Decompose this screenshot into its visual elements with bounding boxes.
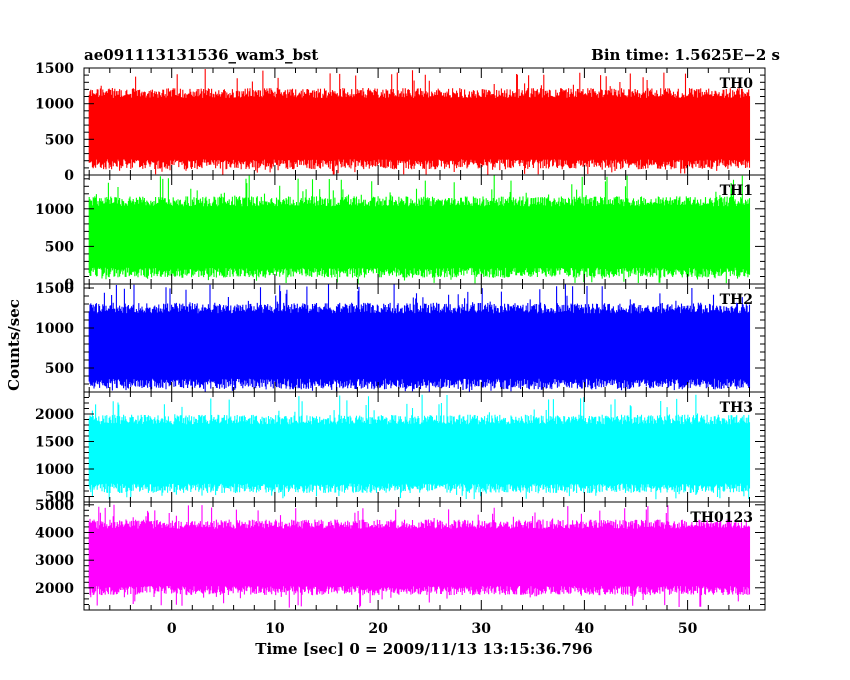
panel-th0123-y-tick-label: 3000 [35,553,74,569]
panel-th1-y-tick-label: 0 [64,277,74,293]
panel-th3-y-tick-label: 2000 [35,407,74,423]
panel-th2-x-ticks [88,284,750,392]
panel-th0-y-tick-label: 0 [64,168,74,184]
panel-th2-label: TH2 [720,292,753,308]
panel-th0-x-ticks [88,68,750,175]
panel-th0123-y-tick-label: 4000 [35,526,74,542]
panel-th2-y-ticks [84,287,765,393]
chart-title: ae091113131536_wam3_bst [84,46,318,64]
x-tick-label: 20 [368,621,388,637]
panel-th0-label: TH0 [720,76,754,92]
x-tick-label: 0 [167,621,177,637]
panel-th1-y-ticks [84,178,765,285]
panel-th0123-x-ticks [88,502,750,610]
panel-th0123-frame [83,501,766,611]
panel-th3-y-ticks [84,391,765,503]
panel-th3-y-tick-label: 1000 [35,462,74,478]
x-tick-label: 40 [575,621,595,637]
y-axis-label: Counts/sec [5,299,23,391]
panel-stack: 050010001500TH005001000TH150010001500TH2… [35,61,766,637]
series-th3-trace [88,394,751,500]
series-th0123-trace [88,504,751,608]
series-th2-trace [88,284,751,392]
panel-th1-label: TH1 [720,183,753,199]
panel-th1-x-ticks [88,175,750,284]
panel-th3-y-tick-label: 500 [45,490,74,506]
x-tick-label: 30 [472,621,492,637]
panel-th1-y-tick-label: 1000 [35,202,74,218]
panel-th3-label: TH3 [720,400,753,416]
series-th1-trace [88,175,751,284]
panel-th3-x-ticks [88,392,750,502]
panel-th2-y-tick-label: 1000 [35,321,74,337]
panel-th0123-y-tick-label: 2000 [35,581,74,597]
x-tick-label: 10 [265,621,285,637]
panel-th0123-y-ticks [84,504,765,611]
panel-th2-y-tick-label: 1500 [35,281,74,297]
panel-th0-y-tick-label: 1500 [35,61,74,77]
panel-th2-y-tick-label: 500 [45,361,74,377]
panel-th0-y-ticks [84,67,765,176]
bin-time-label: Bin time: 1.5625E−2 s [591,46,780,64]
panel-th0123-label: TH0123 [690,510,753,526]
series-th0-trace [88,69,751,175]
x-tick-label: 50 [678,621,698,637]
panel-th0-y-tick-label: 500 [45,132,74,148]
panel-th0123-y-tick-label: 5000 [35,498,74,514]
panel-th3-y-tick-label: 1500 [35,435,74,451]
panel-th1-y-tick-label: 500 [45,239,74,255]
x-axis-label: Time [sec] 0 = 2009/11/13 13:15:36.796 [255,640,592,658]
panel-th0-y-tick-label: 1000 [35,97,74,113]
